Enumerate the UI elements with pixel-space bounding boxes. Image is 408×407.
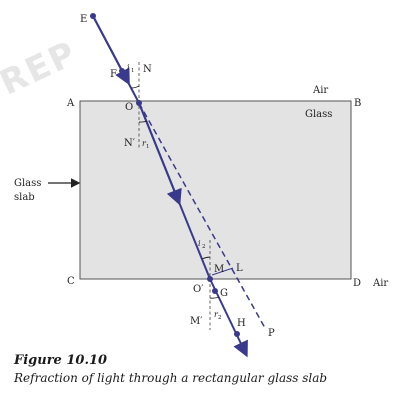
- label-p: P: [268, 328, 275, 339]
- label-o-prime: O′: [193, 284, 204, 295]
- label-o: O: [125, 102, 133, 113]
- incident-extension-dashed: [138, 102, 266, 329]
- label-a: A: [66, 98, 75, 109]
- angle-arc-i1: [130, 85, 140, 89]
- label-r2-sub: 2: [218, 315, 222, 321]
- point-e: [90, 13, 96, 19]
- label-m-prime: M′: [190, 316, 203, 327]
- refracted-ray-arrow: [138, 102, 182, 206]
- label-c: C: [67, 276, 75, 287]
- figure-caption: Refraction of light through a rectangula…: [14, 371, 328, 385]
- figure-number: Figure 10.10: [14, 353, 108, 368]
- label-air-top: Air: [312, 85, 328, 96]
- label-h: H: [237, 318, 246, 329]
- label-glass-slab-line2: slab: [14, 192, 35, 203]
- label-m: M: [214, 264, 224, 275]
- label-i1-sub: 1: [131, 68, 135, 74]
- angle-arc-i2: [201, 256, 211, 260]
- label-f: F: [110, 69, 117, 80]
- point-o: [136, 100, 142, 106]
- label-n-prime: N′: [124, 138, 136, 149]
- label-b: B: [354, 98, 361, 109]
- label-r2: r: [214, 310, 219, 319]
- label-r1-sub: 1: [146, 144, 150, 150]
- label-d: D: [353, 278, 361, 289]
- glass-slab: [79, 100, 352, 280]
- label-i2: i: [198, 239, 201, 248]
- label-n: N: [143, 64, 152, 75]
- lateral-shift-line: [211, 267, 234, 276]
- label-l: L: [236, 263, 243, 274]
- label-glass-medium: Glass: [305, 109, 332, 120]
- label-air-bottom: Air: [372, 278, 388, 289]
- angle-arc-r2: [209, 296, 220, 299]
- watermark-text: REP: [0, 33, 83, 103]
- label-i2-sub: 2: [202, 244, 206, 250]
- label-r1: r: [142, 139, 147, 148]
- label-i1: i: [127, 63, 130, 72]
- label-e: E: [80, 14, 87, 25]
- label-g: G: [220, 288, 228, 299]
- point-o-prime: [207, 276, 213, 282]
- angle-arc-r1: [138, 120, 148, 123]
- point-g: [212, 288, 218, 294]
- point-h: [234, 331, 240, 337]
- point-f: [119, 68, 125, 74]
- label-glass-slab-line1: Glass: [14, 178, 41, 189]
